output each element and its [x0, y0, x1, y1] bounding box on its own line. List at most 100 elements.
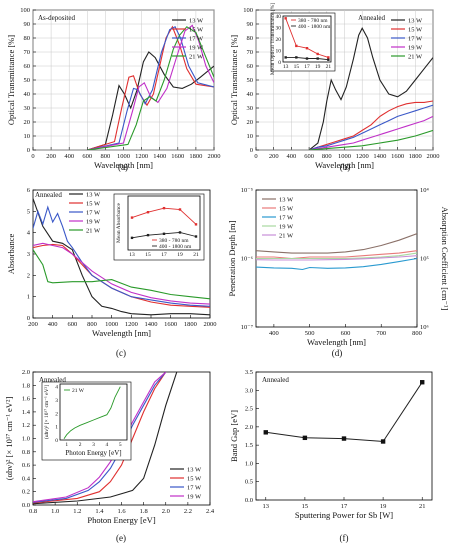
- panel-b-xtick-label: 400: [287, 153, 297, 160]
- panel-b-legend-label: 19 W: [408, 44, 423, 51]
- panel-e-ytick-label: 0.0: [22, 502, 30, 509]
- panel-c-xtick-label: 1800: [184, 321, 197, 328]
- panel-d-ytick-label: 10⁻⁷: [241, 324, 253, 331]
- panel-e-line: [33, 372, 167, 504]
- panel-b-inset-legend-label: 380 - 780 nm: [298, 18, 328, 24]
- panel-c-inset-legend-label: 380 - 780 nm: [159, 238, 189, 244]
- panel-c-xtick-label: 800: [87, 321, 97, 328]
- panel-b-inset-marker: [316, 52, 319, 56]
- panel-b-line: [308, 100, 433, 150]
- panel-b-series: [308, 27, 433, 150]
- panel-f-ytick-label: 3.5: [245, 369, 253, 376]
- panel-e-ylabel: (αhν)² [× 10¹⁷ cm⁻¹ eV²]: [4, 397, 14, 481]
- panel-a-annotation: As-deposited: [38, 14, 75, 22]
- panel-c-ytick-label: 4: [27, 230, 31, 237]
- panel-f-marker: [380, 439, 386, 444]
- panel-b-inset-marker: [327, 56, 330, 59]
- panel-e-inset-ytick-label: 0: [55, 438, 58, 444]
- panel-b-inset-ytick-label: 40: [276, 14, 282, 20]
- panel-c-inset-marker: [194, 223, 198, 226]
- panel-e-xtick-label: 1.6: [117, 508, 126, 515]
- panel-b-legend-label: 21 W: [408, 53, 423, 60]
- panel-c-ytick-label: 3: [27, 251, 30, 258]
- panel-c-inset-xtick-label: 17: [161, 252, 167, 258]
- panel-e-inset-xtick-label: 3: [92, 442, 95, 448]
- panel-a-ytick-label: 80: [24, 35, 31, 42]
- panel-b-ytick-label: 40: [247, 91, 254, 98]
- panel-a-ylabel: Optical Transmittance [%]: [6, 35, 16, 125]
- panel-f-ytick-label: 1.0: [245, 460, 253, 467]
- panel-b-legend-label: 17 W: [408, 35, 423, 42]
- panel-a-ytick-label: 0: [27, 147, 30, 154]
- panel-f-xlabel: Sputtering Power for Sb [W]: [295, 510, 393, 520]
- panel-c-legend-label: 15 W: [86, 200, 101, 207]
- panel-e-inset-xtick-label: 1: [65, 442, 68, 448]
- panel-b-inset-ylabel: Mean Optical Transmittance [%]: [270, 3, 276, 75]
- panel-d-line: [256, 255, 417, 261]
- panel-d-ytick-label: 10⁻⁵: [241, 187, 253, 194]
- panel-b-xtick-label: 1200: [356, 153, 369, 160]
- panel-f-xtick-label: 21: [419, 503, 426, 510]
- panel-a-line: [87, 25, 214, 150]
- panel-b-xlabel: Wavelength [nm]: [315, 160, 374, 170]
- panel-b-inset-marker: [284, 56, 287, 59]
- panel-c-ytick-label: 1: [27, 294, 30, 301]
- panel-e-line: [33, 372, 178, 505]
- panel-c-xtick-label: 1400: [145, 321, 158, 328]
- panel-e-xlabel: Photon Energy [eV]: [87, 515, 155, 525]
- panel-b-inset-xtick-label: 15: [294, 64, 300, 70]
- panel-e-xtick-label: 0.8: [29, 508, 37, 515]
- panel-c-inset-xtick-label: 15: [145, 252, 151, 258]
- panel-f-ylabel: Band Gap [eV]: [229, 410, 239, 462]
- panel-b-inset-marker: [295, 44, 298, 48]
- panel-c-inset-marker: [194, 235, 198, 238]
- panel-e-inset-ytick-label: 2: [55, 411, 58, 417]
- panel-c-inset-marker: [146, 233, 150, 237]
- panel-c-annotation: Annealed: [35, 191, 62, 199]
- panel-a-line: [87, 26, 214, 150]
- panel-b-line: [309, 115, 433, 150]
- panel-b-inset-ytick-label: 30: [276, 26, 282, 32]
- panel-e-ytick-label: 1.2: [22, 422, 30, 429]
- panel-a-ytick-label: 90: [24, 21, 31, 28]
- panel-e-ytick-label: 1.6: [22, 396, 31, 403]
- panel-b-xtick-label: 2000: [427, 153, 440, 160]
- panel-d-xtick-label: 800: [412, 330, 422, 337]
- panel-b-line: [309, 129, 433, 150]
- panel-e-label: (e): [116, 533, 126, 543]
- panel-d-ytick-right-label: 10⁵: [420, 256, 429, 263]
- panel-b-ylabel: Optical Transmittance [%]: [229, 35, 239, 125]
- panel-d-xtick-label: 500: [305, 330, 315, 337]
- panel-b-ytick-label: 0: [250, 147, 253, 154]
- panel-b-xtick-label: 200: [269, 153, 279, 160]
- panel-e-ytick-label: 1.0: [22, 436, 30, 443]
- panel-c-line: [33, 249, 210, 300]
- panel-e-inset-xlabel: Photon Energy [eV]: [65, 449, 121, 457]
- panel-f-xtick-label: 13: [263, 503, 270, 510]
- panel-a-ytick-label: 100: [20, 7, 30, 14]
- panel-c-legend-label: 21 W: [86, 227, 101, 234]
- panel-b-inset-marker: [316, 57, 319, 60]
- panel-e-xtick-label: 1.8: [140, 508, 148, 515]
- panel-b-inset-marker: [305, 47, 309, 50]
- panel-f-xtick-label: 17: [341, 503, 348, 510]
- panel-b-ytick-label: 90: [247, 21, 254, 28]
- panel-a-legend-label: 17 W: [189, 35, 204, 42]
- panel-d-ylabel-right: Absorption Coefficient [cm⁻¹]: [440, 207, 449, 311]
- panel-a-ytick-label: 40: [24, 91, 31, 98]
- panel-b-inset-xtick-label: 13: [283, 64, 289, 70]
- panel-e-xtick-label: 2.4: [206, 508, 215, 515]
- panel-b-label: (b): [340, 162, 351, 172]
- panel-c-inset-marker: [178, 231, 182, 234]
- panel-c-inset-xtick-label: 13: [129, 252, 135, 258]
- panel-f-xtick-label: 19: [380, 503, 387, 510]
- panel-c-label: (c): [116, 348, 126, 358]
- panel-f-marker: [341, 436, 347, 441]
- panel-c-xtick-label: 1600: [164, 321, 177, 328]
- panel-f-line: [265, 381, 423, 443]
- panel-e-annotation: Annealed: [39, 376, 66, 384]
- panel-e-xtick-label: 1.2: [73, 508, 81, 515]
- panel-b-xtick-label: 1000: [338, 153, 351, 160]
- panel-e-ytick-label: 0.4: [22, 475, 31, 482]
